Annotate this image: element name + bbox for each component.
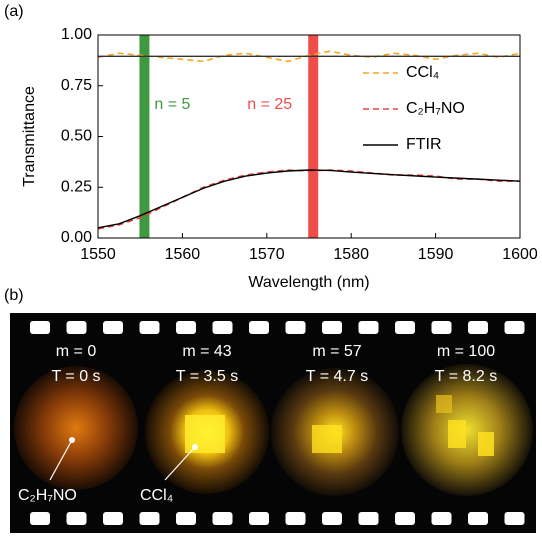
frame-image: [401, 364, 533, 496]
frame-image: [436, 395, 452, 413]
x-tick-label: 1580: [333, 246, 369, 263]
sprocket-hole: [139, 512, 160, 525]
panel-label: (b): [4, 287, 24, 304]
band: [308, 35, 319, 238]
callout-line: [49, 439, 73, 481]
legend-label: CCl₄: [406, 64, 439, 81]
callout-line: [164, 446, 196, 481]
sprocket-hole: [395, 512, 415, 525]
frame-index: m = 57: [312, 343, 361, 360]
frame-index: m = 43: [182, 343, 231, 360]
frame-image: [312, 425, 342, 453]
sprocket-hole: [358, 321, 379, 334]
series-line: [97, 50, 521, 63]
frame-image: [185, 415, 225, 453]
callout-dot: [192, 444, 198, 450]
y-tick-label: 0.00: [61, 229, 92, 246]
sprocket-hole: [103, 321, 123, 334]
plot: n = 5 n = 25 1550 1560 1570 1580 1590 1600 0.00 0…: [21, 26, 538, 291]
x-tick-label: 1550: [80, 246, 116, 263]
sprocket-hole: [431, 321, 452, 334]
x-tick-label: 1560: [165, 246, 201, 263]
callout-label: CCl₄: [140, 487, 173, 504]
y-axis-label: Transmittance: [21, 86, 38, 187]
x-tick-label: 1590: [418, 246, 454, 263]
sprocket-hole: [30, 321, 50, 334]
sprocket-hole: [395, 321, 415, 334]
sprocket-hole: [322, 512, 342, 525]
x-tick-label: 1600: [502, 246, 538, 263]
frame-image: [478, 432, 494, 456]
panel-label: (a): [4, 3, 24, 20]
y-tick-label: 1.00: [61, 26, 92, 43]
sprocket-hole: [66, 512, 87, 525]
frame-time: T = 3.5 s: [176, 368, 238, 385]
callout-label: C₂H₇NO: [18, 487, 77, 504]
callout-dot: [69, 437, 75, 443]
y-tick-label: 0.75: [61, 77, 92, 94]
sprocket-hole: [468, 512, 488, 525]
sprocket-hole: [212, 321, 233, 334]
sprocket-hole: [468, 321, 488, 334]
frame-time: T = 0 s: [51, 368, 100, 385]
band-label: n = 25: [247, 96, 292, 113]
sprocket-hole: [176, 321, 196, 334]
sprocket-hole: [139, 321, 160, 334]
sprocket-hole: [66, 321, 87, 334]
sprocket-hole: [285, 321, 306, 334]
sprocket-hole: [504, 512, 525, 525]
frame-index: m = 100: [437, 343, 495, 360]
frame-time: T = 4.7 s: [306, 368, 368, 385]
frame-time: T = 8.2 s: [435, 368, 497, 385]
frame-image: [448, 420, 466, 448]
film-strip: (b) C₂H₇NO CCl₄ m = 0 T = 0 s m = 43 T = 3.…: [4, 287, 536, 533]
frame-image: [14, 366, 138, 490]
sprocket-hole: [322, 321, 342, 334]
sprocket-hole: [30, 512, 50, 525]
sprocket-hole: [358, 512, 379, 525]
band-label: n = 5: [154, 96, 190, 113]
band: [139, 35, 150, 238]
x-axis-label: Wavelength (nm): [248, 274, 369, 291]
sprocket-hole: [249, 321, 269, 334]
y-tick-label: 0.50: [61, 128, 92, 145]
sprocket-hole: [504, 321, 525, 334]
sprocket-hole: [431, 512, 452, 525]
y-tick-label: 0.25: [61, 178, 92, 195]
sprocket-hole: [212, 512, 233, 525]
sprocket-hole: [285, 512, 306, 525]
x-tick-label: 1570: [249, 246, 285, 263]
sprocket-hole: [103, 512, 123, 525]
sprocket-hole: [176, 512, 196, 525]
legend-label: C₂H₇NO: [406, 100, 465, 117]
frame-index: m = 0: [56, 343, 97, 360]
legend-label: FTIR: [406, 136, 442, 153]
sprocket-hole: [249, 512, 269, 525]
series-line: [97, 169, 521, 229]
